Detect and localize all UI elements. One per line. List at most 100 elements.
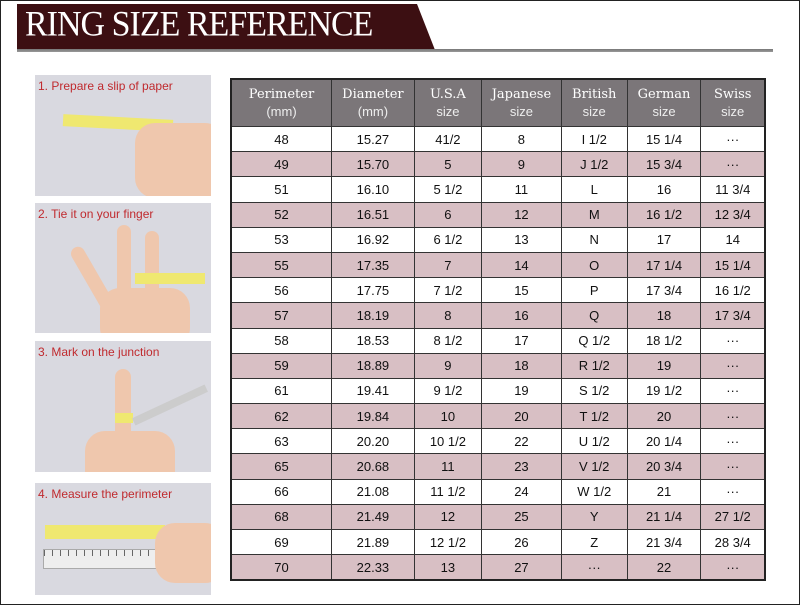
cell-swiss: 16 1/2 xyxy=(700,277,766,304)
cell-german: 15 1/4 xyxy=(626,125,702,153)
cell-german: 19 xyxy=(626,352,702,379)
cell-swiss: ··· xyxy=(700,478,766,505)
ring-size-table: Perimeter (mm) Diameter (mm) U.S.A size Jap… xyxy=(230,78,766,582)
cell-diameter: 18.19 xyxy=(331,302,415,329)
step-4-panel: 4. Measure the perimeter xyxy=(35,483,211,595)
column-header-japanese: Japanese size xyxy=(481,78,562,127)
column-header-german: German size xyxy=(626,78,702,127)
table-row: 58 18.53 8 1/2 17 Q 1/2 18 1/2 ··· xyxy=(230,327,766,354)
finger xyxy=(117,225,131,305)
header-title: Perimeter xyxy=(248,86,315,102)
cell-german: 17 xyxy=(626,226,702,253)
cell-swiss: ··· xyxy=(700,453,766,480)
cell-perimeter: 52 xyxy=(230,201,332,228)
cell-japanese: 26 xyxy=(481,528,562,556)
cell-diameter: 17.35 xyxy=(331,251,415,279)
cell-diameter: 15.70 xyxy=(331,151,415,178)
palm xyxy=(100,288,190,333)
table-row: 56 17.75 7 1/2 15 P 17 3/4 16 1/2 xyxy=(230,277,766,304)
column-header-usa: U.S.A size xyxy=(413,78,483,127)
cell-usa: 8 1/2 xyxy=(413,327,483,354)
cell-swiss: ··· xyxy=(700,352,766,379)
pen xyxy=(132,384,208,426)
header-sub: size xyxy=(721,103,745,119)
cell-german: 22 xyxy=(626,554,702,581)
cell-japanese: 17 xyxy=(481,327,562,354)
column-header-diameter: Diameter (mm) xyxy=(331,78,415,127)
cell-usa: 13 xyxy=(413,554,483,581)
cell-british: N xyxy=(560,226,628,253)
cell-diameter: 21.89 xyxy=(331,528,415,556)
cell-perimeter: 51 xyxy=(230,176,332,203)
cell-perimeter: 49 xyxy=(230,151,332,178)
cell-german: 21 xyxy=(626,478,702,505)
cell-swiss: 28 3/4 xyxy=(700,528,766,556)
step-2-label: 2. Tie it on your finger xyxy=(38,207,154,221)
cell-swiss: ··· xyxy=(700,554,766,581)
finger xyxy=(145,231,159,306)
cell-japanese: 11 xyxy=(481,176,562,203)
cell-perimeter: 69 xyxy=(230,528,332,556)
cell-perimeter: 68 xyxy=(230,503,332,531)
table-row: 51 16.10 5 1/2 11 L 16 11 3/4 xyxy=(230,176,766,203)
cell-japanese: 9 xyxy=(481,151,562,178)
page-title: RING SIZE REFERENCE xyxy=(25,5,373,44)
cell-german: 15 3/4 xyxy=(626,151,702,178)
cell-diameter: 20.20 xyxy=(331,428,415,455)
cell-perimeter: 48 xyxy=(230,125,332,153)
cell-japanese: 27 xyxy=(481,554,562,581)
cell-perimeter: 55 xyxy=(230,251,332,279)
cell-german: 16 xyxy=(626,176,702,203)
header-title: German xyxy=(637,86,691,102)
cell-british: V 1/2 xyxy=(560,453,628,480)
table-body: 48 15.27 41/2 8 I 1/2 15 1/4 ··· 49 15.70 5 9 J 1/2… xyxy=(230,125,766,581)
cell-japanese: 23 xyxy=(481,453,562,480)
cell-japanese: 16 xyxy=(481,302,562,329)
cell-british: J 1/2 xyxy=(560,151,628,178)
table-row: 62 19.84 10 20 T 1/2 20 ··· xyxy=(230,403,766,430)
cell-japanese: 22 xyxy=(481,428,562,455)
cell-german: 20 xyxy=(626,403,702,430)
cell-diameter: 18.89 xyxy=(331,352,415,379)
cell-german: 18 xyxy=(626,302,702,329)
table-row: 66 21.08 11 1/2 24 W 1/2 21 ··· xyxy=(230,478,766,505)
cell-usa: 12 xyxy=(413,503,483,531)
paper-strip xyxy=(135,273,205,284)
cell-perimeter: 62 xyxy=(230,403,332,430)
cell-japanese: 8 xyxy=(481,125,562,153)
cell-swiss: ··· xyxy=(700,151,766,178)
cell-german: 20 3/4 xyxy=(626,453,702,480)
cell-usa: 10 1/2 xyxy=(413,428,483,455)
step-1-panel: 1. Prepare a slip of paper xyxy=(35,75,211,196)
cell-british: Q 1/2 xyxy=(560,327,628,354)
cell-perimeter: 61 xyxy=(230,377,332,405)
cell-perimeter: 58 xyxy=(230,327,332,354)
paper-strip xyxy=(45,525,165,539)
cell-usa: 5 xyxy=(413,151,483,178)
cell-british: O xyxy=(560,251,628,279)
cell-diameter: 16.10 xyxy=(331,176,415,203)
cell-perimeter: 59 xyxy=(230,352,332,379)
cell-german: 17 3/4 xyxy=(626,277,702,304)
cell-diameter: 21.49 xyxy=(331,503,415,531)
cell-german: 18 1/2 xyxy=(626,327,702,354)
cell-german: 16 1/2 xyxy=(626,201,702,228)
cell-usa: 6 xyxy=(413,201,483,228)
cell-german: 19 1/2 xyxy=(626,377,702,405)
finger xyxy=(115,369,131,449)
hand xyxy=(135,123,211,196)
cell-usa: 10 xyxy=(413,403,483,430)
cell-usa: 41/2 xyxy=(413,125,483,153)
header-sub: (mm) xyxy=(266,103,297,119)
cell-diameter: 19.41 xyxy=(331,377,415,405)
cell-swiss: 27 1/2 xyxy=(700,503,766,531)
header-title: U.S.A xyxy=(429,86,466,102)
cell-usa: 9 xyxy=(413,352,483,379)
cell-usa: 7 xyxy=(413,251,483,279)
cell-german: 17 1/4 xyxy=(626,251,702,279)
cell-diameter: 19.84 xyxy=(331,403,415,430)
header-sub: size xyxy=(436,103,460,119)
table-row: 65 20.68 11 23 V 1/2 20 3/4 ··· xyxy=(230,453,766,480)
cell-swiss: 15 1/4 xyxy=(700,251,766,279)
cell-swiss: ··· xyxy=(700,125,766,153)
